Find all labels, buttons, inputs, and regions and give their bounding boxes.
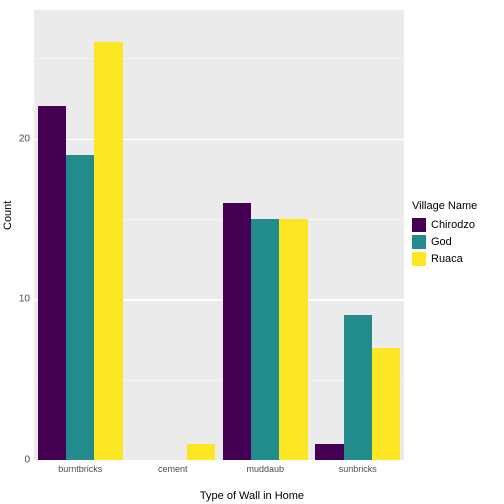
y-axis-label: Count xyxy=(2,201,14,230)
bar xyxy=(66,155,94,460)
y-tick-label: 10 xyxy=(0,294,30,305)
x-tick-label: sunbricks xyxy=(339,464,377,474)
legend-swatch xyxy=(412,218,426,232)
bar xyxy=(251,219,279,460)
x-tick-label: muddaub xyxy=(246,464,284,474)
legend-item: God xyxy=(412,235,477,249)
bar xyxy=(187,444,215,460)
legend-swatch xyxy=(412,235,426,249)
bar xyxy=(94,42,122,460)
chart-container: Count Type of Wall in Home Village Name … xyxy=(0,0,504,504)
gridline-major xyxy=(34,139,404,140)
gridline-minor xyxy=(34,58,404,59)
legend-item: Chirodzo xyxy=(412,218,477,232)
bar xyxy=(279,219,307,460)
bar xyxy=(315,444,343,460)
bar xyxy=(344,315,372,460)
bar xyxy=(372,348,400,461)
legend-item: Ruaca xyxy=(412,252,477,266)
legend: Village Name Chirodzo God Ruaca xyxy=(412,200,477,269)
y-tick-label: 20 xyxy=(0,133,30,144)
x-tick-label: cement xyxy=(158,464,188,474)
bar xyxy=(223,203,251,460)
legend-label: God xyxy=(431,236,452,248)
plot-area xyxy=(34,10,404,460)
y-tick-label: 0 xyxy=(0,455,30,466)
legend-label: Ruaca xyxy=(431,253,463,265)
legend-label: Chirodzo xyxy=(431,219,475,231)
x-axis-label: Type of Wall in Home xyxy=(0,490,504,502)
legend-title: Village Name xyxy=(412,200,477,212)
legend-swatch xyxy=(412,252,426,266)
gridline-major xyxy=(34,460,404,461)
x-tick-label: burntbricks xyxy=(58,464,102,474)
bar xyxy=(38,106,66,460)
